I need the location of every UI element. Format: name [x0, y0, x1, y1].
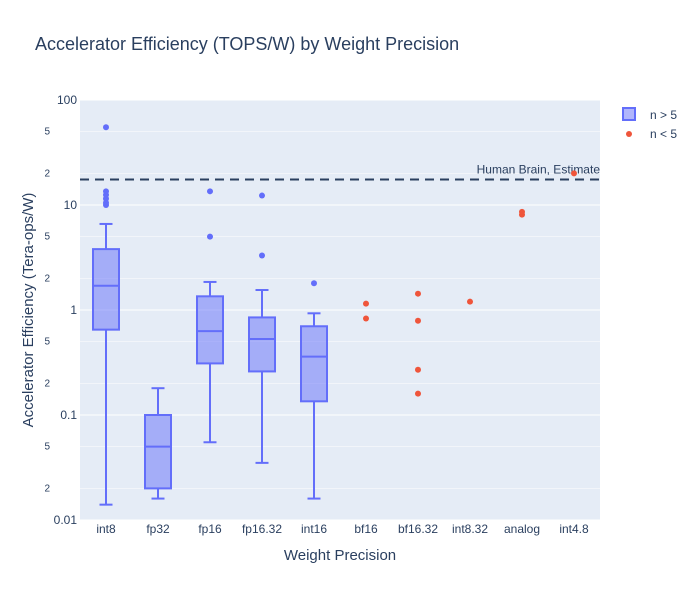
box-int8 — [92, 124, 120, 506]
point-int8.32 — [467, 298, 473, 305]
box-fp32 — [144, 387, 172, 500]
legend-label: n > 5 — [650, 108, 677, 122]
point-analog — [519, 208, 525, 215]
outlier-point — [207, 233, 213, 240]
chart-title: Accelerator Efficiency (TOPS/W) by Weigh… — [35, 34, 459, 54]
y-minor-tick-label: 5 — [44, 442, 50, 453]
y-minor-tick-label: 2 — [44, 168, 50, 179]
y-minor-tick-label: 2 — [44, 273, 50, 284]
point-series — [363, 170, 577, 397]
y-axis-ticks: 0.01 0.1 1 10 100 2 5 2 5 2 5 2 5 — [44, 93, 77, 527]
y-tick-label: 10 — [64, 198, 78, 212]
point-bf16 — [363, 315, 369, 322]
point-bf16 — [363, 300, 369, 307]
outlier-point — [259, 192, 265, 199]
outlier-point — [103, 199, 109, 206]
y-tick-label: 0.01 — [54, 513, 78, 527]
x-axis-title: Weight Precision — [284, 547, 396, 564]
point-bf16.32 — [415, 290, 421, 297]
legend-dot-icon — [626, 131, 632, 137]
point-int4.8 — [571, 170, 577, 177]
outlier-point — [311, 280, 317, 287]
x-tick-label: int8 — [96, 522, 116, 536]
box-iqr — [92, 248, 120, 331]
x-tick-label: analog — [504, 522, 540, 536]
reference-line-label: Human Brain, Estimate — [477, 162, 601, 176]
x-tick-label: int16 — [301, 522, 327, 536]
outlier-point — [103, 124, 109, 131]
outlier-point — [103, 188, 109, 195]
point-bf16.32 — [415, 366, 421, 373]
y-minor-tick-label: 5 — [44, 232, 50, 243]
box-fp16 — [196, 188, 224, 444]
outlier-point — [207, 188, 213, 195]
y-minor-tick-label: 5 — [44, 337, 50, 348]
y-minor-tick-label: 5 — [44, 127, 50, 138]
y-axis-title: Accelerator Efficiency (Tera-ops/W) — [20, 193, 37, 428]
y-minor-tick-label: 2 — [44, 378, 50, 389]
y-minor-tick-label: 2 — [44, 483, 50, 494]
point-bf16.32 — [415, 317, 421, 324]
x-tick-label: bf16 — [354, 522, 378, 536]
y-tick-label: 1 — [70, 303, 77, 317]
point-bf16.32 — [415, 390, 421, 397]
box-int16 — [300, 280, 328, 500]
box-iqr — [196, 295, 224, 365]
x-axis-ticks: int8 fp32 fp16 fp16.32 int16 bf16 bf16.32 int8.… — [96, 522, 589, 536]
reference-line-group: Human Brain, Estimate — [80, 162, 601, 181]
x-tick-label: fp32 — [146, 522, 170, 536]
x-tick-label: int4.8 — [559, 522, 589, 536]
box-iqr — [248, 316, 276, 373]
grid — [80, 99, 600, 521]
y-tick-label: 100 — [57, 93, 77, 107]
outlier-point — [259, 252, 265, 259]
legend-box-icon — [622, 107, 636, 121]
box-fp16.32 — [248, 192, 276, 464]
box-iqr — [300, 325, 328, 403]
box-series — [92, 124, 328, 506]
legend-label: n < 5 — [650, 127, 677, 141]
box-iqr — [144, 414, 172, 490]
x-tick-label: int8.32 — [452, 522, 488, 536]
x-tick-label: fp16 — [198, 522, 222, 536]
x-tick-label: bf16.32 — [398, 522, 438, 536]
legend[interactable]: n > 5 n < 5 — [622, 107, 677, 141]
y-tick-label: 0.1 — [60, 408, 77, 422]
x-tick-label: fp16.32 — [242, 522, 282, 536]
